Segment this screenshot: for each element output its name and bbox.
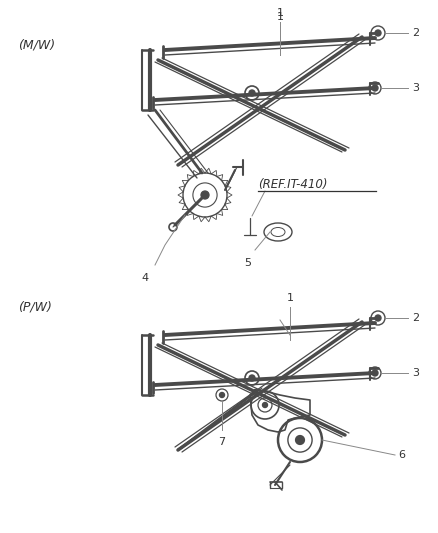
Text: 1: 1	[276, 12, 283, 22]
Text: 3: 3	[411, 368, 418, 378]
Circle shape	[374, 315, 380, 321]
Circle shape	[295, 435, 304, 445]
Text: 5: 5	[244, 258, 251, 268]
Text: 1: 1	[286, 293, 293, 303]
Text: 2: 2	[411, 28, 418, 38]
Text: 2: 2	[411, 313, 418, 323]
Circle shape	[262, 402, 267, 408]
Text: 7: 7	[218, 437, 225, 447]
Text: 6: 6	[397, 450, 404, 460]
Text: 1: 1	[276, 8, 283, 18]
Text: (REF.IT-410): (REF.IT-410)	[258, 178, 327, 191]
Circle shape	[371, 370, 377, 376]
Circle shape	[219, 392, 224, 398]
Circle shape	[248, 375, 254, 381]
Circle shape	[201, 191, 208, 199]
Text: 3: 3	[411, 83, 418, 93]
Text: (P/W): (P/W)	[18, 300, 52, 313]
Circle shape	[374, 30, 380, 36]
Circle shape	[371, 85, 377, 91]
Circle shape	[248, 90, 254, 96]
Text: 4: 4	[141, 273, 148, 283]
Text: (M/W): (M/W)	[18, 38, 55, 51]
